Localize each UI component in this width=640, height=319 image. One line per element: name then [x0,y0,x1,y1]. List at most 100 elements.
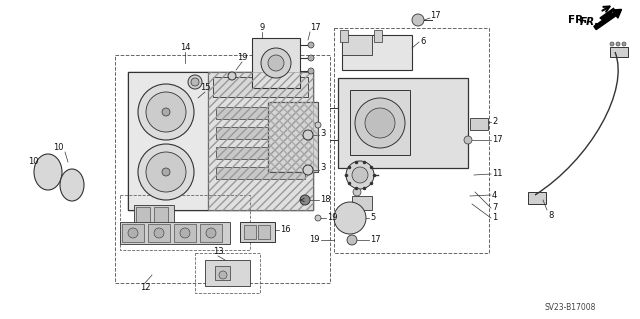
Bar [342,35,372,55]
Circle shape [315,122,321,128]
Text: 19: 19 [237,54,247,63]
Text: 8: 8 [548,211,554,219]
Circle shape [138,144,194,200]
Circle shape [228,72,236,80]
Text: 10: 10 [28,158,38,167]
Bar [528,192,546,204]
Bar [342,35,412,70]
Circle shape [206,228,216,238]
Text: FR.: FR. [580,17,600,27]
Bar [216,107,305,119]
Text: 4: 4 [492,190,497,199]
Bar [122,224,144,242]
Circle shape [162,168,170,176]
Circle shape [308,55,314,61]
Text: 19: 19 [310,235,320,244]
Text: 10: 10 [52,144,63,152]
Circle shape [188,75,202,89]
Bar [610,47,628,57]
Circle shape [334,202,366,234]
Text: 3: 3 [320,129,325,137]
Bar [195,253,260,293]
Text: 17: 17 [492,136,502,145]
Circle shape [191,78,199,86]
Bar [128,72,313,210]
Bar [216,147,305,159]
Polygon shape [600,8,614,22]
Bar [128,72,208,210]
Bar [340,30,348,42]
Bar [205,260,250,286]
Circle shape [261,48,291,78]
Text: 18: 18 [320,196,331,204]
Circle shape [138,84,194,140]
Circle shape [180,228,190,238]
Bar [216,167,305,179]
Circle shape [146,92,186,132]
Text: 19: 19 [327,213,337,222]
Circle shape [355,98,405,148]
Bar [216,127,305,139]
Bar [213,77,308,97]
Bar [208,72,313,210]
Text: FR.: FR. [568,15,588,25]
Ellipse shape [60,169,84,201]
Bar [352,196,372,210]
Circle shape [303,165,313,175]
Text: 17: 17 [310,24,321,33]
Circle shape [303,130,313,140]
Text: 14: 14 [180,43,190,53]
Circle shape [610,42,614,46]
Bar [258,225,270,239]
Bar [134,205,174,230]
Circle shape [308,68,314,74]
Circle shape [346,161,374,189]
Text: 13: 13 [212,248,223,256]
Circle shape [622,42,626,46]
Bar [115,55,330,283]
Text: 9: 9 [259,24,264,33]
Circle shape [464,136,472,144]
Bar [334,28,489,253]
Bar [268,102,318,172]
FancyArrow shape [594,10,621,30]
Circle shape [268,55,284,71]
Ellipse shape [34,154,62,190]
Circle shape [616,42,620,46]
Bar [120,222,230,244]
Text: 17: 17 [430,11,440,20]
Text: 12: 12 [140,284,150,293]
Bar [374,30,382,42]
Text: 16: 16 [280,226,291,234]
Bar [338,78,468,168]
Circle shape [412,14,424,26]
Bar [215,266,230,280]
Bar [470,118,488,130]
Text: 1: 1 [492,213,497,222]
Text: 15: 15 [200,84,211,93]
Text: 2: 2 [492,117,497,127]
Bar [200,224,222,242]
Circle shape [315,215,321,221]
Text: 3: 3 [320,164,325,173]
Bar [252,38,300,88]
Circle shape [162,108,170,116]
Text: 5: 5 [370,213,375,222]
Text: 6: 6 [420,38,426,47]
Circle shape [154,228,164,238]
Bar [240,222,275,242]
Bar [350,90,410,155]
Circle shape [300,195,310,205]
Bar [136,207,150,228]
Circle shape [352,167,368,183]
Bar [148,224,170,242]
Circle shape [353,188,361,196]
Bar [120,195,250,250]
Text: 17: 17 [370,235,381,244]
Bar [208,72,313,210]
Text: 7: 7 [492,204,497,212]
Circle shape [146,152,186,192]
Circle shape [128,228,138,238]
Text: 11: 11 [492,169,502,179]
Circle shape [308,42,314,48]
